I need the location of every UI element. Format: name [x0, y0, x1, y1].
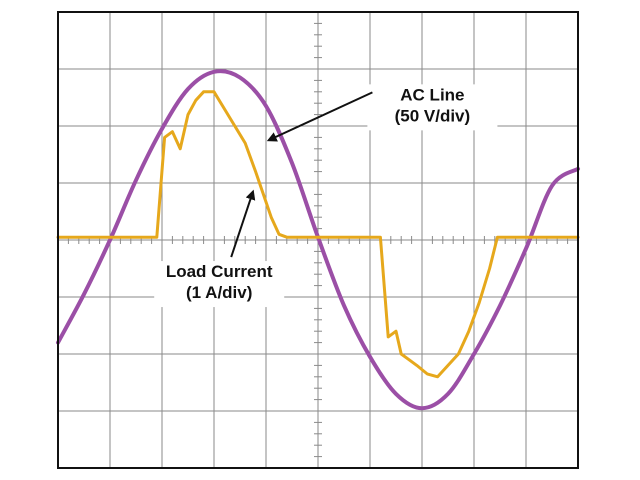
- annotation-line: (50 V/div): [395, 106, 471, 125]
- annotation-line: AC Line: [400, 85, 464, 104]
- annotation-line: (1 A/div): [186, 283, 252, 302]
- annotation-line: Load Current: [166, 262, 273, 281]
